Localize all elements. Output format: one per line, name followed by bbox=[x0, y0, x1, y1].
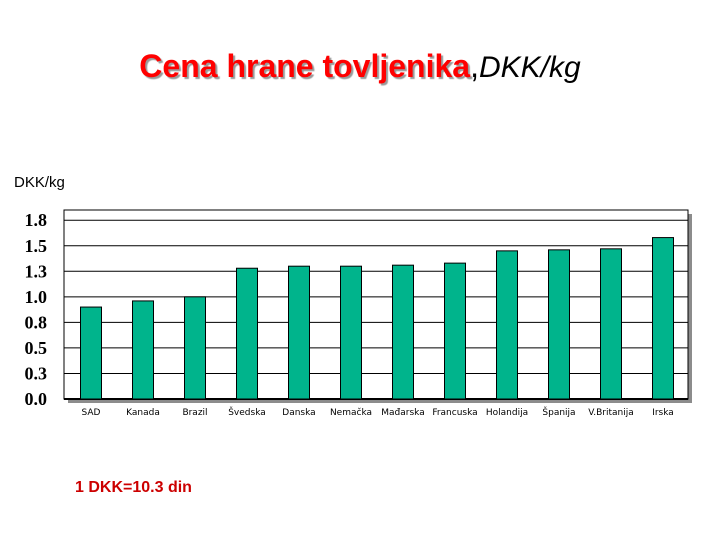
x-tick-label: V.Britanija bbox=[588, 408, 634, 418]
bar bbox=[548, 249, 570, 400]
x-tick-label: Francuska bbox=[432, 408, 477, 418]
x-tick-label: Švedska bbox=[228, 406, 266, 418]
bar bbox=[288, 265, 310, 400]
y-tick-label: 0.0 bbox=[25, 389, 48, 409]
bar bbox=[600, 248, 622, 400]
bar bbox=[184, 296, 206, 400]
bar bbox=[80, 306, 102, 400]
y-tick-label: 0.5 bbox=[25, 338, 48, 358]
x-tick-label: Danska bbox=[282, 408, 315, 418]
y-tick-label: 1.5 bbox=[25, 236, 48, 256]
bar bbox=[132, 300, 154, 400]
x-tick-label: Nemačka bbox=[330, 407, 372, 418]
bar bbox=[444, 262, 466, 400]
x-tick-label: Irska bbox=[652, 408, 674, 418]
x-tick-label: Španija bbox=[542, 406, 575, 418]
bar bbox=[236, 267, 258, 400]
x-tick-label: Holandija bbox=[486, 408, 528, 418]
bar bbox=[496, 250, 518, 400]
x-tick-label: Mađarska bbox=[381, 408, 424, 418]
title-separator: , bbox=[470, 48, 479, 84]
y-tick-label: 1.3 bbox=[25, 261, 48, 281]
title-main: Cena hrane tovljenika bbox=[139, 48, 471, 84]
exchange-rate-note: 1 DKK=10.3 din bbox=[75, 479, 192, 496]
y-tick-label: 0.3 bbox=[25, 363, 48, 383]
x-tick-label: SAD bbox=[82, 408, 101, 418]
x-tick-label: Kanada bbox=[126, 408, 160, 418]
y-tick-label: 1.8 bbox=[25, 210, 48, 230]
y-axis-label: DKK/kg bbox=[14, 174, 65, 191]
bar bbox=[652, 237, 674, 400]
x-tick-label: Brazil bbox=[182, 408, 207, 418]
y-tick-label: 0.8 bbox=[25, 312, 48, 332]
title-unit: DKK/kg bbox=[478, 51, 581, 84]
bar bbox=[340, 265, 362, 400]
slide-title: Cena hrane tovljenika,DKK/kg bbox=[0, 48, 720, 85]
y-tick-label: 1.0 bbox=[25, 287, 48, 307]
plot-area bbox=[63, 209, 689, 400]
bar bbox=[392, 264, 414, 400]
